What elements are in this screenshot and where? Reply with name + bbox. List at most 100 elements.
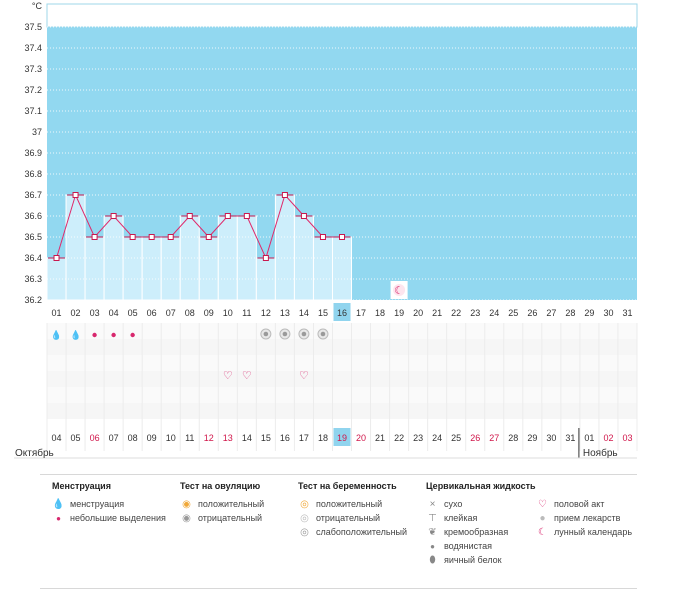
date-label: 17 xyxy=(299,433,309,443)
heart-icon: ♡ xyxy=(299,370,309,382)
day-label: 28 xyxy=(565,308,575,318)
legend-pregnancy-positive: ◎ положительный xyxy=(298,497,407,511)
heart-icon: ♡ xyxy=(223,370,233,382)
legend-cervical-fluid: Цервикальная жидкость × сухо ⊤ клейкая ❦ кр… xyxy=(426,481,536,567)
temp-bar xyxy=(84,236,105,301)
legend-label: отрицательный xyxy=(316,513,381,523)
legend-label: клейкая xyxy=(444,513,478,523)
moon-icon: ☾ xyxy=(538,527,547,538)
temp-bar xyxy=(122,236,143,301)
temp-point xyxy=(300,213,307,219)
dry-icon: × xyxy=(429,499,436,510)
ovulation-negative-core xyxy=(301,331,307,337)
temp-point xyxy=(53,255,60,261)
menstruation-drops-icon: 💧 xyxy=(70,329,81,340)
y-tick-label: 37.4 xyxy=(24,43,42,53)
plot-top-strip xyxy=(46,3,638,28)
legend-label: прием лекарств xyxy=(554,513,621,523)
ovulation-negative-core xyxy=(263,331,269,337)
moon-icon-bg xyxy=(393,284,406,296)
y-tick-label: 37.1 xyxy=(24,106,42,116)
temp-point xyxy=(167,234,174,240)
y-tick-label: 36.3 xyxy=(24,274,42,284)
legend-intercourse: ♡ половой акт xyxy=(536,497,632,511)
legend: Менструация 💧 менструация ● небольшие выде… xyxy=(40,474,637,589)
day-label: 18 xyxy=(375,308,385,318)
date-label: 07 xyxy=(109,433,119,443)
temp-point xyxy=(129,234,136,240)
legend-label: половой акт xyxy=(554,499,605,509)
day-label: 08 xyxy=(185,308,195,318)
temp-bar xyxy=(179,215,200,301)
date-label: 08 xyxy=(128,433,138,443)
legend-label: кремообразная xyxy=(444,527,509,537)
temp-point xyxy=(281,192,288,198)
temp-bar xyxy=(293,215,314,301)
temp-bar xyxy=(236,215,257,301)
temp-point xyxy=(224,213,231,219)
temp-point xyxy=(339,234,345,240)
day-label: 20 xyxy=(413,308,423,318)
legend-label: слабоположительный xyxy=(316,527,408,537)
legend-pregnancy-test: Тест на беременность ◎ положительный ◎ отр… xyxy=(298,481,407,539)
day-label: 24 xyxy=(489,308,499,318)
date-label: 15 xyxy=(261,433,271,443)
temp-point xyxy=(262,255,269,261)
legend-menstruation-title: Менструация xyxy=(52,481,111,491)
drop-icon xyxy=(92,332,97,338)
temp-point xyxy=(319,234,326,240)
temp-point xyxy=(91,234,98,240)
legend-ovulation-negative: ◉ отрицательный xyxy=(180,511,264,525)
ovulation-negative-core xyxy=(320,331,326,337)
sticky-icon: ⊤ xyxy=(428,513,437,524)
legend-label: положительный xyxy=(198,499,265,509)
day-label: 26 xyxy=(527,308,537,318)
temp-bar xyxy=(312,236,333,301)
date-label: 21 xyxy=(375,433,385,443)
y-tick-label: 36.8 xyxy=(24,169,42,179)
date-label: 10 xyxy=(166,433,176,443)
legend-cervical-creamy: ❦ кремообразная xyxy=(426,525,536,539)
legend-label: сухо xyxy=(444,499,463,509)
day-label: 27 xyxy=(546,308,556,318)
day-label: 16 xyxy=(337,308,347,318)
date-label: 30 xyxy=(546,433,556,443)
day-label: 22 xyxy=(451,308,461,318)
legend-other: ♡ половой акт ● прием лекарств ☾ лунный кал… xyxy=(536,497,632,539)
menstruation-drops-icon: 💧 xyxy=(51,329,62,340)
legend-label: яичный белок xyxy=(444,555,502,565)
legend-label: лунный календарь xyxy=(554,527,633,537)
date-label: 06 xyxy=(90,433,100,443)
y-tick-label: 36.2 xyxy=(24,295,42,305)
date-label: 28 xyxy=(508,433,518,443)
legend-pregnancy-title: Тест на беременность xyxy=(298,481,397,491)
y-tick-label: 37.3 xyxy=(24,64,42,74)
pregnancy-positive-icon: ◎ xyxy=(300,499,309,510)
legend-menstruation: Менструация 💧 менструация ● небольшие выде… xyxy=(52,481,166,525)
drop-icon xyxy=(130,332,135,338)
temp-point xyxy=(186,213,193,219)
date-label: 19 xyxy=(337,433,347,443)
legend-pregnancy-weak: ◎ слабоположительный xyxy=(298,525,407,539)
day-label: 09 xyxy=(204,308,214,318)
egg-white-icon: ⬮ xyxy=(429,555,436,566)
day-label: 12 xyxy=(261,308,271,318)
moon-icon: ☾ xyxy=(394,285,404,297)
date-label: 25 xyxy=(451,433,461,443)
pill-icon: ● xyxy=(539,513,546,524)
temp-point xyxy=(205,234,212,240)
date-label: 18 xyxy=(318,433,328,443)
date-label: 14 xyxy=(242,433,252,443)
pregnancy-weak-icon: ◎ xyxy=(300,527,309,538)
day-label: 15 xyxy=(318,308,328,318)
legend-label: менструация xyxy=(70,499,125,509)
day-label: 23 xyxy=(470,308,480,318)
bbt-chart: 37.5 37.4 37.3 37.2 37.1 37 36.9 36.8 36.7 36.6 36… xyxy=(14,1,638,459)
day-label: 02 xyxy=(71,308,81,318)
temp-point xyxy=(148,234,155,240)
legend-pregnancy-negative: ◎ отрицательный xyxy=(298,511,407,525)
date-label: 03 xyxy=(622,433,632,443)
day-label: 31 xyxy=(622,308,632,318)
symbol-row xyxy=(47,371,637,387)
date-label: 26 xyxy=(470,433,480,443)
